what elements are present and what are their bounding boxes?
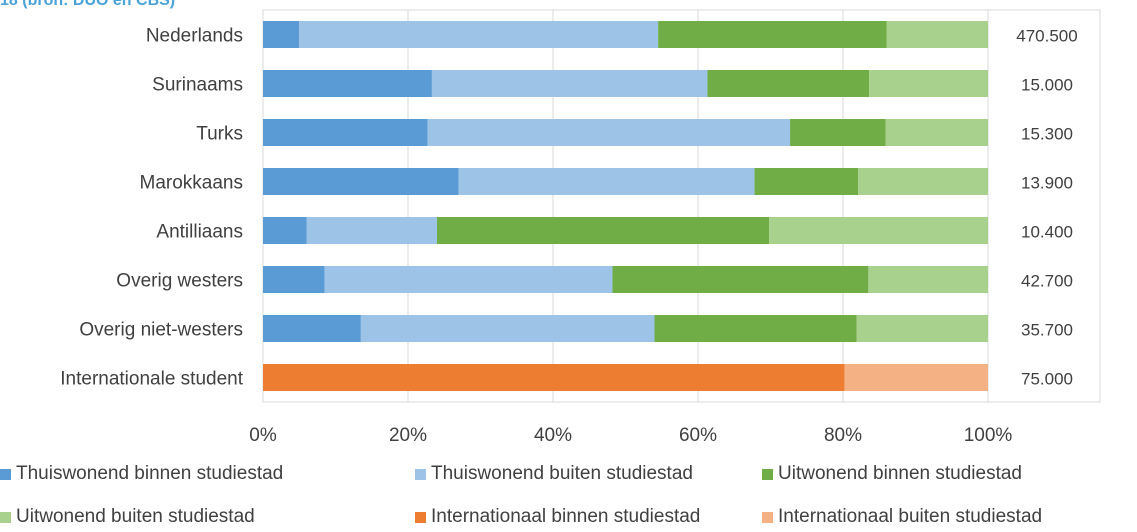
bar-segment — [263, 217, 307, 244]
bar-segment — [858, 168, 988, 195]
legend-swatch — [0, 468, 11, 480]
x-tick-label: 0% — [249, 425, 277, 446]
bar-segment — [427, 119, 791, 146]
legend-item: Internationaal binnen studiestad — [415, 506, 700, 528]
total-label: 13.900 — [1021, 174, 1073, 193]
x-tick-label: 60% — [679, 425, 717, 446]
bar-segment — [790, 119, 886, 146]
legend: Thuiswonend binnen studiestad Thuiswonend… — [0, 458, 1137, 532]
legend-item: Thuiswonend binnen studiestad — [0, 463, 283, 485]
x-tick-label: 80% — [824, 425, 862, 446]
total-label: 15.000 — [1021, 76, 1073, 95]
bar-segment — [263, 315, 361, 342]
total-labels: 470.500 15.000 15.300 13.900 10.400 42.700 35.… — [1016, 27, 1077, 389]
legend-swatch — [762, 511, 773, 523]
total-label: 75.000 — [1021, 370, 1073, 389]
total-label: 35.700 — [1021, 321, 1073, 340]
legend-item: Thuiswonend buiten studiestad — [415, 463, 693, 485]
legend-label: Thuiswonend binnen studiestad — [16, 463, 284, 484]
bars — [263, 21, 988, 391]
legend-swatch — [0, 511, 11, 523]
x-tick-label: 40% — [534, 425, 572, 446]
bar-segment — [324, 266, 613, 293]
legend-swatch — [415, 468, 426, 480]
category-label: Overig niet-westers — [79, 320, 243, 341]
category-label: Marokkaans — [140, 173, 244, 194]
category-label: Surinaams — [152, 75, 243, 96]
total-label: 42.700 — [1021, 272, 1073, 291]
bar-segment — [299, 21, 659, 48]
total-label: 470.500 — [1016, 27, 1077, 46]
gridlines — [262, 9, 1101, 403]
category-label: Antilliaans — [156, 222, 243, 243]
bar-segment — [844, 364, 988, 391]
x-tick-labels: 0% 20% 40% 60% 80% 100% — [249, 425, 1012, 446]
bar-segment — [263, 21, 300, 48]
stacked-bar-chart: Nederlands Surinaams Turks Marokkaans Antill… — [60, 9, 1101, 446]
legend-item: Uitwonend binnen studiestad — [762, 463, 1022, 485]
bar-segment — [263, 70, 432, 97]
bar-segment — [886, 21, 988, 48]
x-tick-label: 100% — [964, 425, 1013, 446]
bar-segment — [856, 315, 988, 342]
bar-segment — [263, 119, 428, 146]
category-label: Turks — [196, 124, 243, 145]
legend-label: Uitwonend buiten studiestad — [16, 506, 255, 527]
category-label: Overig westers — [116, 271, 243, 292]
bar-segment — [263, 266, 325, 293]
legend-label: Uitwonend binnen studiestad — [778, 463, 1023, 484]
total-label: 10.400 — [1021, 223, 1073, 242]
legend-label: Thuiswonend buiten studiestad — [431, 463, 693, 484]
bar-segment — [263, 168, 459, 195]
legend-label: Internationaal binnen studiestad — [431, 506, 701, 527]
bar-segment — [612, 266, 869, 293]
bar-segment — [431, 70, 708, 97]
bar-segment — [868, 266, 988, 293]
total-label: 15.300 — [1021, 125, 1073, 144]
legend-item: Uitwonend buiten studiestad — [0, 506, 255, 528]
x-tick-label: 20% — [389, 425, 427, 446]
bar-segment — [458, 168, 755, 195]
bar-segment — [263, 364, 845, 391]
bar-segment — [769, 217, 988, 244]
chart-title: 18 (bron: DUO en CBS) — [0, 0, 176, 9]
bar-segment — [437, 217, 770, 244]
legend-item: Internationaal buiten studiestad — [762, 506, 1042, 528]
legend-swatch — [415, 511, 426, 523]
category-labels: Nederlands Surinaams Turks Marokkaans Antill… — [60, 26, 243, 390]
bar-segment — [707, 70, 870, 97]
bar-segment — [360, 315, 655, 342]
category-label: Nederlands — [146, 26, 243, 47]
plot-frame — [262, 9, 1101, 403]
bar-segment — [869, 70, 988, 97]
bar-segment — [654, 315, 857, 342]
bar-segment — [754, 168, 859, 195]
category-label: Internationale student — [60, 369, 243, 390]
legend-swatch — [762, 468, 773, 480]
legend-label: Internationaal buiten studiestad — [778, 506, 1043, 527]
bar-segment — [658, 21, 887, 48]
bar-segment — [885, 119, 988, 146]
bar-segment — [306, 217, 437, 244]
